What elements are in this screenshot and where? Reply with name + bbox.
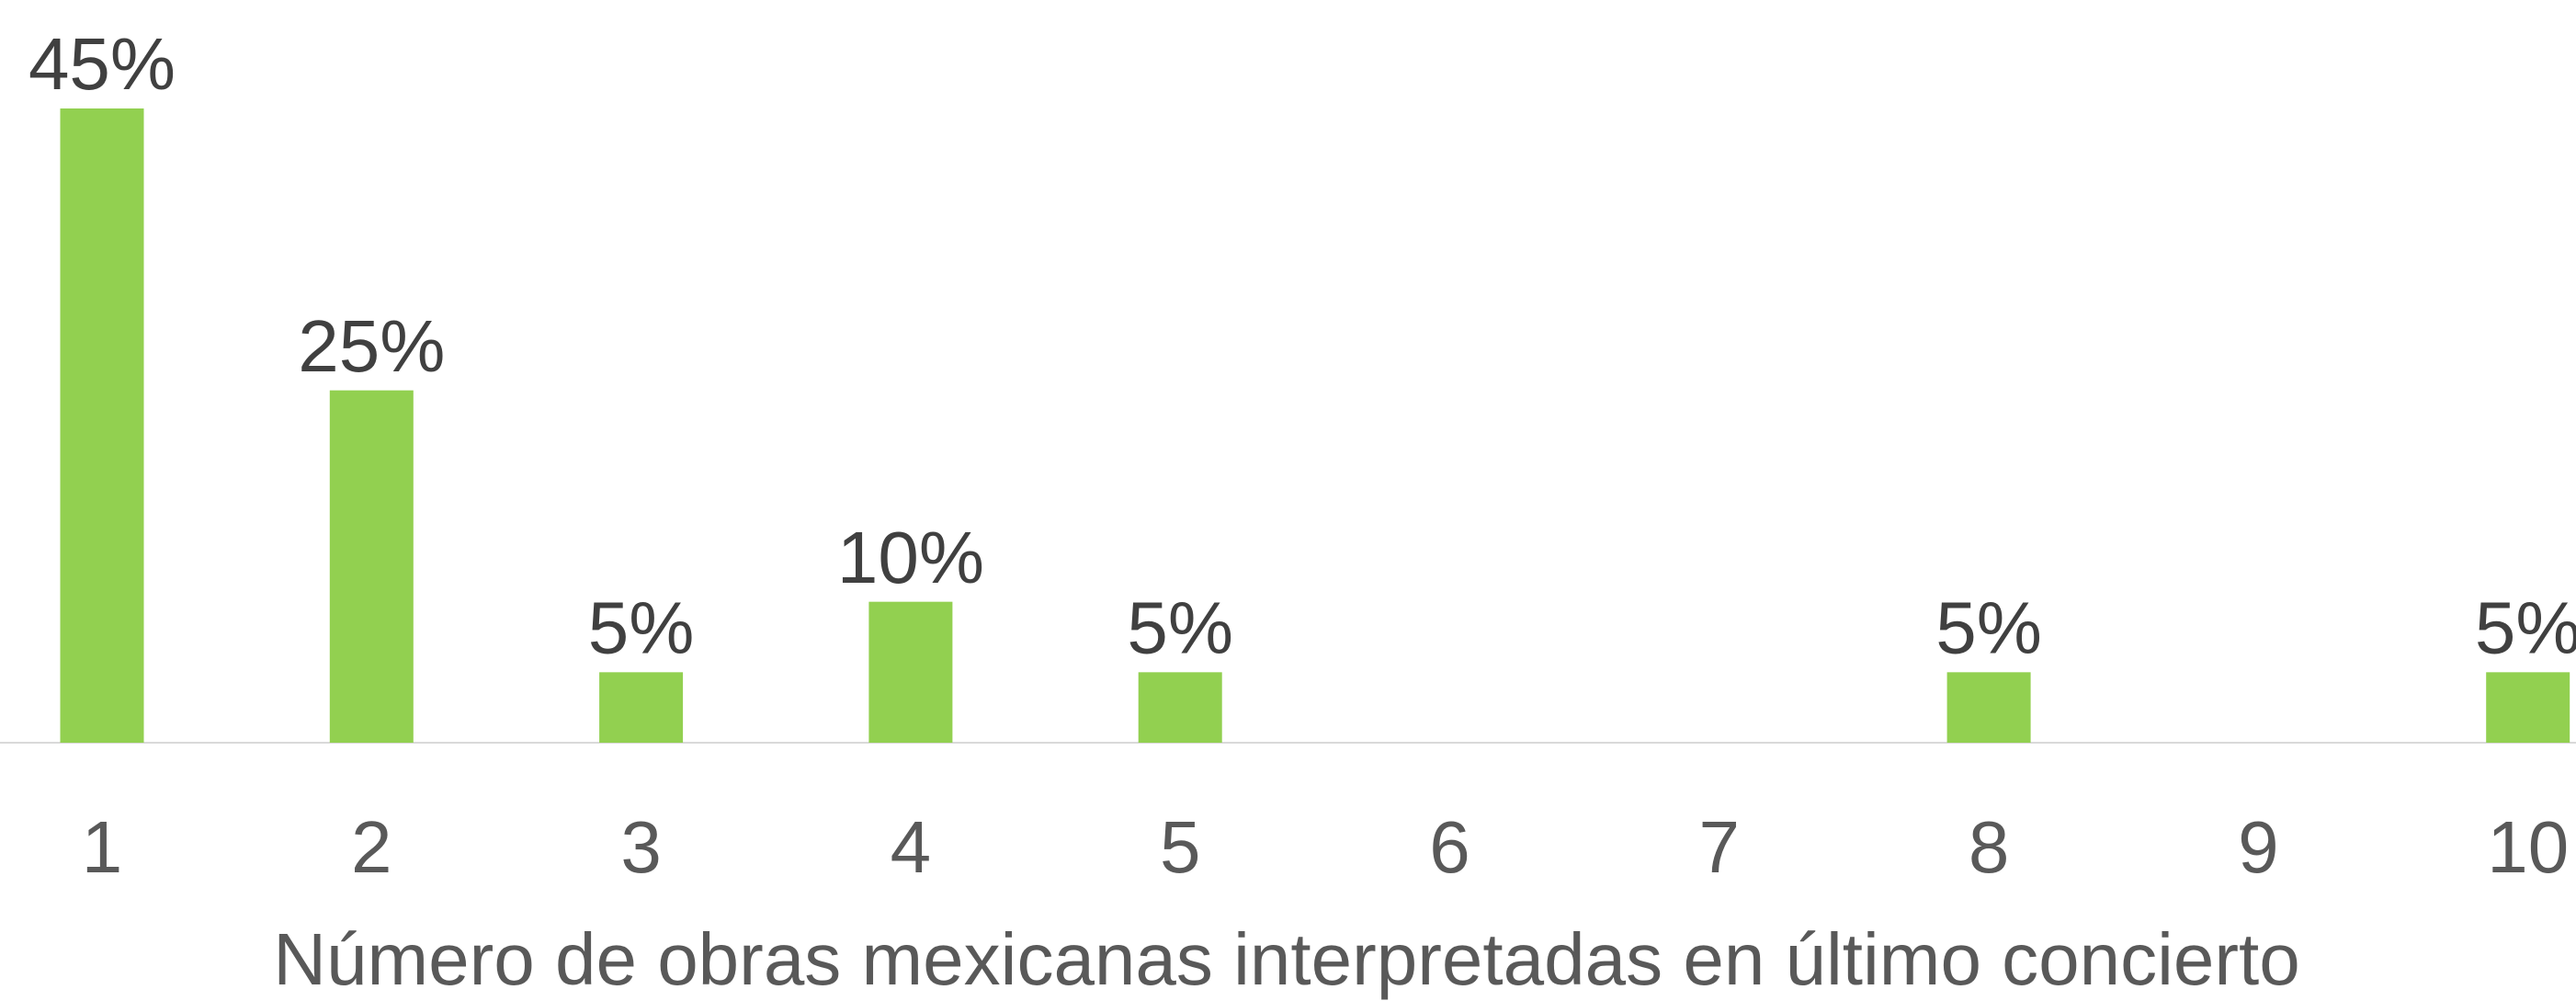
data-label: 10% (837, 517, 984, 598)
x-tick-label: 3 (620, 806, 662, 888)
x-tick-label: 4 (891, 806, 932, 888)
data-label: 5% (1935, 586, 2042, 668)
data-label: 25% (298, 305, 445, 387)
bar (868, 601, 953, 743)
bar (1946, 672, 2031, 743)
x-tick-label: 10 (2487, 806, 2569, 888)
x-tick-label: 9 (2238, 806, 2279, 888)
data-label: 45% (28, 23, 176, 105)
data-label: 5% (2475, 586, 2576, 668)
x-tick-label: 5 (1160, 806, 1201, 888)
x-tick-label: 8 (1969, 806, 2010, 888)
x-tick-label: 6 (1429, 806, 1470, 888)
x-tick-label: 7 (1699, 806, 1741, 888)
data-label: 5% (588, 586, 695, 668)
data-label: 5% (1127, 586, 1233, 668)
bar (1138, 672, 1222, 743)
bar (2486, 672, 2570, 743)
x-tick-label: 2 (351, 806, 392, 888)
bar (599, 672, 684, 743)
bar (329, 390, 414, 743)
x-tick-label: 1 (82, 806, 123, 888)
bar (60, 108, 144, 743)
x-axis-title: Número de obras mexicanas interpretadas … (273, 918, 2300, 1000)
